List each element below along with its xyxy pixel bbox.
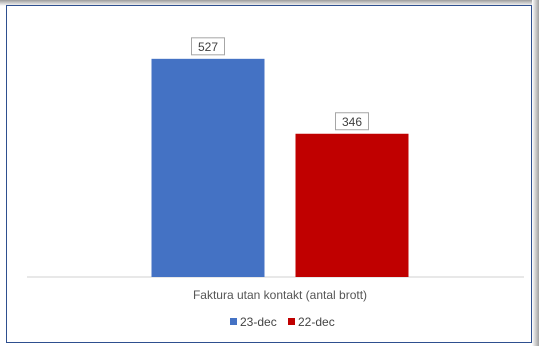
data-label-box-23-dec [191,37,225,56]
window-shadow-right [532,0,539,346]
data-label-23-dec: 527 [198,40,218,54]
data-label-22-dec: 346 [342,115,362,129]
x-tick-label: Faktura utan kontakt (antal brott) [193,288,367,302]
bars-layer: 527 346 [151,37,409,278]
legend-swatch-22-dec [288,318,295,325]
legend-label-22-dec: 22-dec [298,315,335,329]
legend-swatch-23-dec [230,318,237,325]
bar-22-dec [295,133,409,277]
bar-23-dec [151,58,265,278]
legend: 23-dec 22-dec [230,315,335,329]
chart-frame [6,5,532,343]
window-shadow-top [0,0,539,6]
legend-label-23-dec: 23-dec [240,315,277,329]
data-label-box-22-dec [335,112,369,131]
